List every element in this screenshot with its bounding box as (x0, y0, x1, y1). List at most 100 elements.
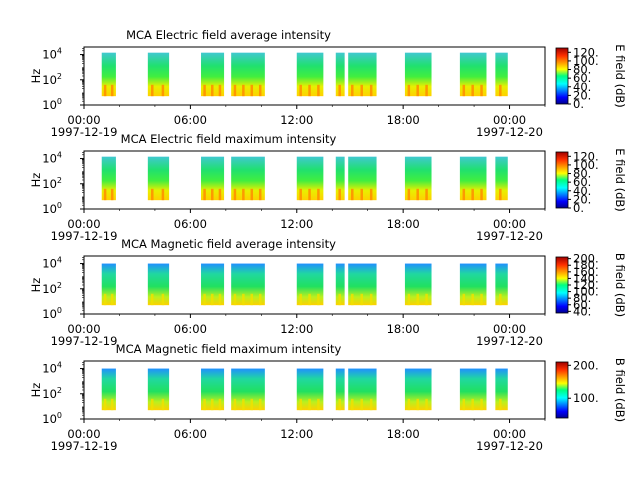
spectrogram-streak (103, 293, 107, 306)
spectrogram-streak (425, 188, 428, 201)
spectrogram-streak (103, 188, 107, 201)
x-tick-label: 12:00 (280, 427, 313, 441)
spectrogram-block (495, 52, 508, 97)
spectrogram-streak (416, 293, 419, 306)
spectrogram-streak (258, 293, 262, 306)
spectrogram-streak (351, 84, 354, 97)
colorbar-tick-label: 40. (573, 80, 591, 94)
x-tick-label: 00:00 (493, 113, 526, 127)
spectrogram-streak (425, 398, 428, 411)
y-tick-label: 104 (42, 256, 62, 271)
spectrogram-streak (103, 398, 107, 411)
spectrogram-streak (338, 398, 341, 411)
spectrogram-streak (250, 188, 254, 201)
colorbar-tick-label: 120. (573, 149, 599, 163)
spectrogram-streak (308, 293, 311, 306)
spectrogram-streak (103, 84, 107, 97)
spectrogram-block (201, 156, 225, 201)
x-tick-label: 12:00 (280, 217, 313, 231)
spectrogram-streak (351, 188, 354, 201)
spectrogram-streak (218, 84, 222, 97)
spectrogram-streak (499, 84, 502, 97)
spectrogram-streak (161, 398, 165, 411)
spectrogram-streak (218, 188, 222, 201)
spectrogram-block (495, 156, 508, 201)
colorbar-tick-label: 40. (573, 304, 591, 318)
spectrogram-streak (407, 398, 411, 411)
spectrogram-streak (151, 398, 154, 411)
colorbar (555, 256, 569, 314)
colorbar-tick-label: 200. (573, 358, 599, 372)
colorbar-tick-label: 20. (573, 88, 591, 102)
colorbar (555, 151, 569, 209)
colorbar-tick-label: 40. (573, 184, 591, 198)
spectrogram-streak (242, 188, 245, 201)
spectrogram-streak (425, 293, 428, 306)
spectrogram-streak (338, 188, 341, 201)
spectrogram-streak (480, 398, 483, 411)
spectrogram-streak (151, 84, 154, 97)
spectrogram-streak (110, 188, 114, 201)
x-date-start: 1997-12-19 (51, 229, 118, 243)
colorbar-tick-label: 80. (573, 63, 591, 77)
spectrogram-streak (360, 84, 363, 97)
spectrogram-streak (499, 398, 502, 411)
x-date-start: 1997-12-19 (51, 439, 118, 453)
spectrogram-streak (471, 188, 474, 201)
spectrogram-streak (360, 398, 363, 411)
spectrogram-streak (369, 188, 373, 201)
x-tick-label: 06:00 (174, 217, 207, 231)
spectrogram-streak (360, 188, 363, 201)
spectrogram-streak (110, 293, 114, 306)
y-tick-label: 100 (42, 97, 62, 112)
colorbar-tick-label: 100. (573, 391, 599, 405)
spectrogram-streak (203, 398, 206, 411)
spectrogram-streak (462, 293, 466, 306)
y-tick-label: 104 (42, 47, 62, 62)
panel-4: MCA Magnetic field maximum intensity 100 1… (29, 342, 627, 453)
x-tick-label: 12:00 (280, 322, 313, 336)
x-tick-label: 06:00 (174, 113, 207, 127)
spectrogram-streak (499, 293, 502, 306)
x-date-end: 1997-12-20 (476, 125, 543, 139)
spectrogram-block (335, 156, 345, 201)
spectrogram-streak (233, 188, 237, 201)
y-tick-label: 102 (42, 281, 62, 296)
spectrogram-streak (250, 84, 254, 97)
x-tick-label: 06:00 (174, 322, 207, 336)
spectrogram-streak (416, 398, 419, 411)
colorbar-tick-label: 0. (573, 97, 584, 111)
spectrogram-streak (471, 84, 474, 97)
spectrogram-streak (369, 84, 373, 97)
spectrogram-block (495, 263, 508, 306)
spectrogram-streak (317, 84, 320, 97)
spectrogram-streak (351, 293, 354, 306)
y-tick-label: 100 (42, 411, 62, 426)
spectrogram-streak (480, 84, 483, 97)
spectrogram-streak (161, 84, 165, 97)
colorbar-tick-label: 140. (573, 271, 599, 285)
x-tick-label: 12:00 (280, 113, 313, 127)
x-tick-label: 00:00 (493, 322, 526, 336)
colorbar-tick-label: 60. (573, 71, 591, 85)
spectrogram-streak (317, 293, 320, 306)
colorbar-tick-label: 160. (573, 265, 599, 279)
y-tick-label: 104 (42, 151, 62, 166)
spectrogram-block (335, 263, 345, 306)
spectrogram-streak (218, 293, 222, 306)
x-tick-label: 00:00 (67, 427, 100, 441)
spectrogram-streak (369, 293, 373, 306)
spectrogram-streak (233, 293, 237, 306)
y-tick-label: 100 (42, 201, 62, 216)
spectrogram-streak (499, 188, 502, 201)
spectrogram-streak (308, 398, 311, 411)
spectrogram-streak (250, 293, 254, 306)
y-tick-label: 102 (42, 386, 62, 401)
x-tick-label: 00:00 (67, 113, 100, 127)
spectrogram-streak (351, 398, 354, 411)
spectrogram-streak (407, 84, 411, 97)
spectrogram-streak (258, 398, 262, 411)
x-tick-label: 00:00 (493, 427, 526, 441)
spectrogram-streak (211, 84, 214, 97)
